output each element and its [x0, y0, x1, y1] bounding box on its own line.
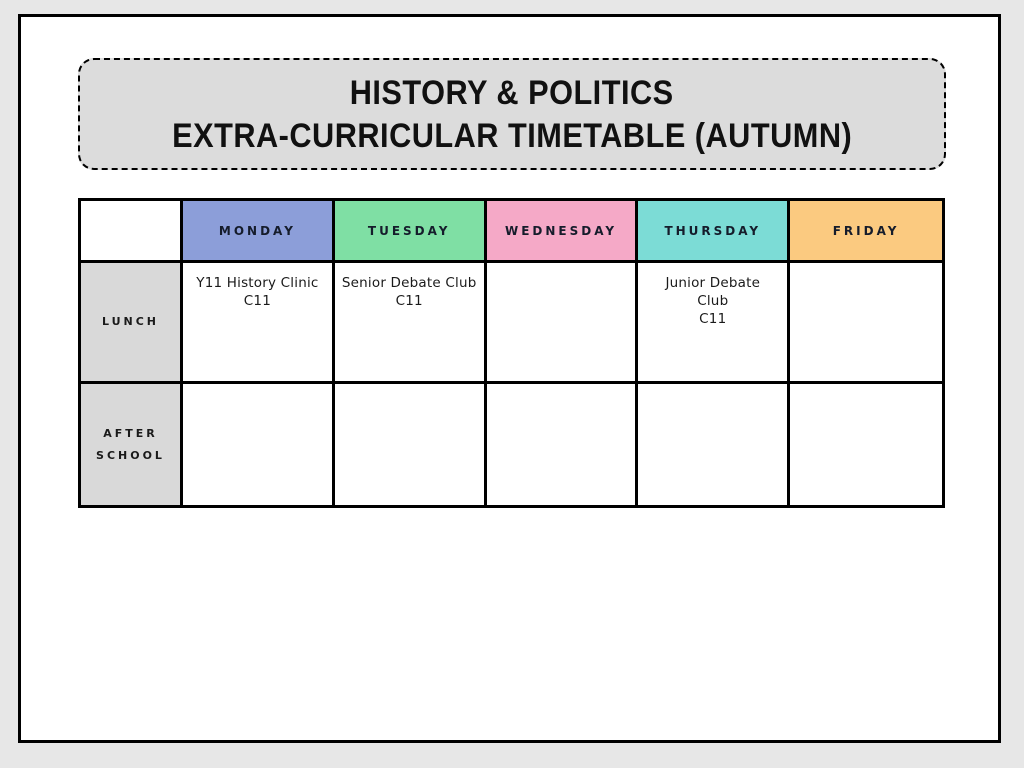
activity-room: C11 [243, 293, 271, 310]
cell-lunch-thursday: Junior Debate Club C11 [638, 263, 791, 384]
day-header-wednesday: WEDNESDAY [486, 201, 639, 263]
timetable-grid: MONDAY TUESDAY WEDNESDAY THURSDAY FRIDAY… [78, 198, 945, 508]
title-line-1: HISTORY & POLITICS [350, 72, 674, 112]
row-label-after-school: AFTER SCHOOL [81, 384, 183, 505]
poster-card: HISTORY & POLITICS EXTRA-CURRICULAR TIME… [18, 14, 1001, 743]
cell-lunch-monday: Y11 History Clinic C11 [183, 263, 335, 384]
cell-after-school-thursday [638, 384, 791, 505]
cell-after-school-monday [183, 384, 335, 505]
day-header-tuesday: TUESDAY [334, 201, 487, 263]
day-header-thursday: THURSDAY [638, 201, 791, 263]
day-header-monday: MONDAY [183, 201, 335, 263]
cell-after-school-friday [790, 384, 942, 505]
cell-after-school-tuesday [334, 384, 487, 505]
row-label-lunch: LUNCH [81, 263, 183, 384]
activity-name: Senior Debate Club [341, 275, 477, 291]
activity-name: Y11 History Clinic [196, 275, 319, 291]
cell-lunch-wednesday [486, 263, 639, 384]
row-label-school-text: SCHOOL [96, 448, 165, 462]
title-line-2: EXTRA-CURRICULAR TIMETABLE (AUTUMN) [171, 115, 853, 155]
day-header-friday: FRIDAY [790, 201, 942, 263]
cell-lunch-friday [790, 263, 942, 384]
activity-name: Junior Debate [665, 275, 761, 291]
activity-room: C11 [395, 293, 423, 310]
cell-lunch-tuesday: Senior Debate Club C11 [334, 263, 487, 384]
activity-room: C11 [699, 311, 727, 328]
corner-cell [81, 201, 183, 263]
title-box: HISTORY & POLITICS EXTRA-CURRICULAR TIME… [78, 58, 946, 170]
row-label-lunch-text: LUNCH [101, 315, 160, 328]
row-label-after-text: AFTER [103, 426, 158, 440]
cell-after-school-wednesday [486, 384, 639, 505]
activity-name: Club [697, 293, 729, 310]
